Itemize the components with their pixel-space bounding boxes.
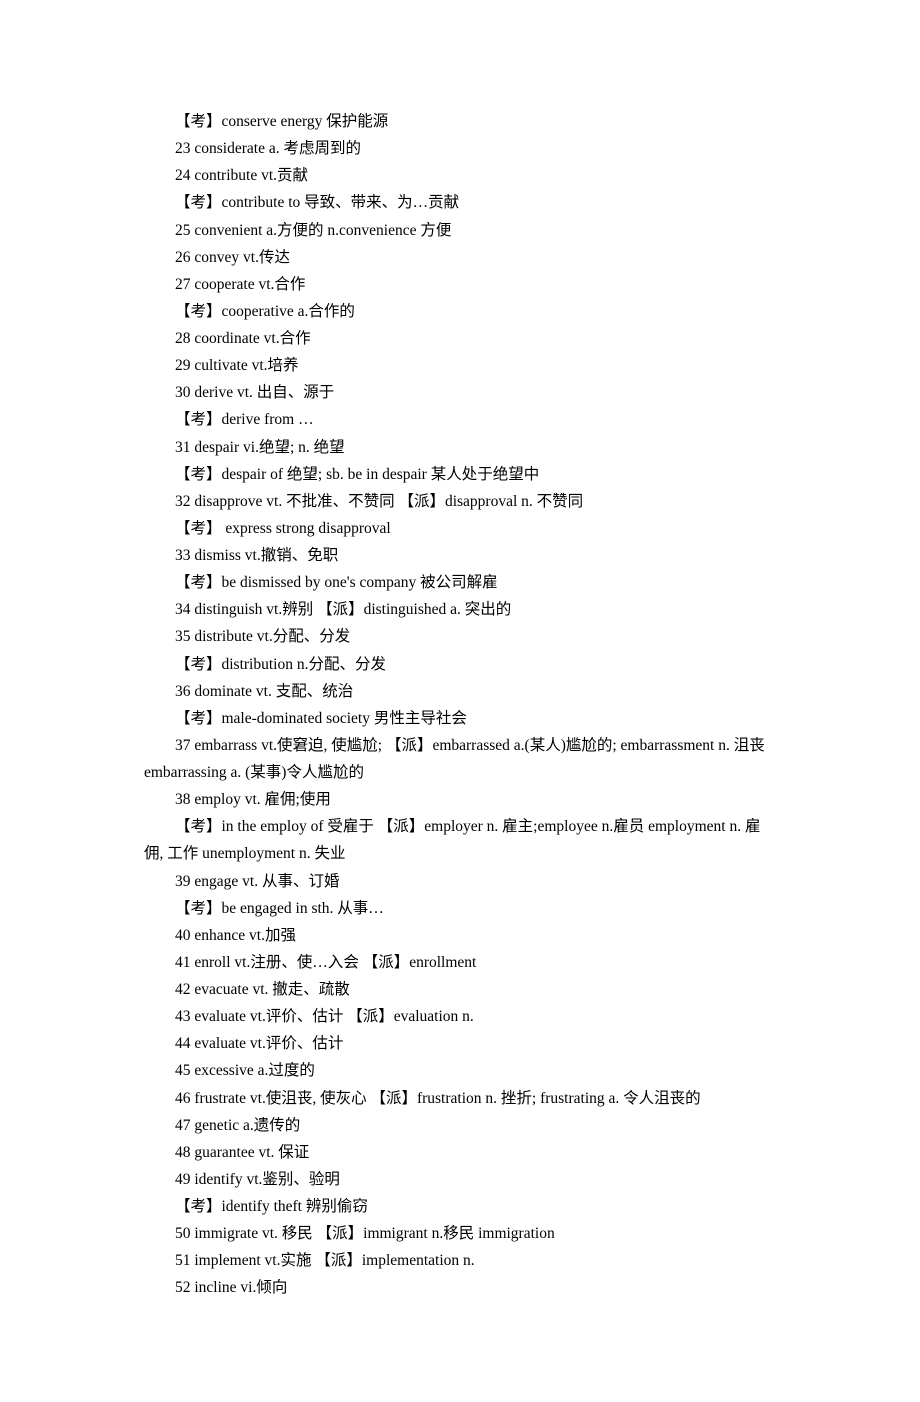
vocab-line: 29 cultivate vt.培养	[144, 352, 776, 379]
vocab-line: 【考】contribute to 导致、带来、为…贡献	[144, 189, 776, 216]
vocab-line: 37 embarrass vt.使窘迫, 使尴尬; 【派】embarrassed…	[144, 732, 776, 786]
vocab-line: 31 despair vi.绝望; n. 绝望	[144, 434, 776, 461]
vocab-line: 34 distinguish vt.辨别 【派】distinguished a.…	[144, 596, 776, 623]
vocab-line: 38 employ vt. 雇佣;使用	[144, 786, 776, 813]
vocab-line: 45 excessive a.过度的	[144, 1057, 776, 1084]
vocab-line: 35 distribute vt.分配、分发	[144, 623, 776, 650]
vocab-line: 39 engage vt. 从事、订婚	[144, 868, 776, 895]
vocab-line: 【考】despair of 绝望; sb. be in despair 某人处于…	[144, 461, 776, 488]
vocab-line: 【考】male-dominated society 男性主导社会	[144, 705, 776, 732]
vocab-line: 50 immigrate vt. 移民 【派】immigrant n.移民 im…	[144, 1220, 776, 1247]
vocab-line: 【考】in the employ of 受雇于 【派】employer n. 雇…	[144, 813, 776, 867]
vocab-line: 48 guarantee vt. 保证	[144, 1139, 776, 1166]
vocab-line: 49 identify vt.鉴别、验明	[144, 1166, 776, 1193]
vocab-line: 【考】cooperative a.合作的	[144, 298, 776, 325]
vocab-line: 26 convey vt.传达	[144, 244, 776, 271]
vocab-line: 30 derive vt. 出自、源于	[144, 379, 776, 406]
vocab-line: 【考】 express strong disapproval	[144, 515, 776, 542]
vocab-line: 【考】be dismissed by one's company 被公司解雇	[144, 569, 776, 596]
vocab-line: 32 disapprove vt. 不批准、不赞同 【派】disapproval…	[144, 488, 776, 515]
vocab-line: 25 convenient a.方便的 n.convenience 方便	[144, 217, 776, 244]
vocab-line: 23 considerate a. 考虑周到的	[144, 135, 776, 162]
vocab-line: 47 genetic a.遗传的	[144, 1112, 776, 1139]
vocab-line: 42 evacuate vt. 撤走、疏散	[144, 976, 776, 1003]
vocab-line: 44 evaluate vt.评价、估计	[144, 1030, 776, 1057]
vocab-line: 51 implement vt.实施 【派】implementation n.	[144, 1247, 776, 1274]
vocab-line: 33 dismiss vt.撤销、免职	[144, 542, 776, 569]
vocab-line: 【考】be engaged in sth. 从事…	[144, 895, 776, 922]
vocab-line: 41 enroll vt.注册、使…入会 【派】enrollment	[144, 949, 776, 976]
vocab-line: 【考】derive from …	[144, 406, 776, 433]
vocab-line: 【考】identify theft 辨别偷窃	[144, 1193, 776, 1220]
vocab-line: 24 contribute vt.贡献	[144, 162, 776, 189]
vocab-line: 46 frustrate vt.使沮丧, 使灰心 【派】frustration …	[144, 1085, 776, 1112]
vocab-line: 28 coordinate vt.合作	[144, 325, 776, 352]
document-page: 【考】conserve energy 保护能源 23 considerate a…	[0, 0, 920, 1402]
vocab-line: 43 evaluate vt.评价、估计 【派】evaluation n.	[144, 1003, 776, 1030]
vocab-line: 52 incline vi.倾向	[144, 1274, 776, 1301]
vocab-line: 40 enhance vt.加强	[144, 922, 776, 949]
vocab-line: 【考】conserve energy 保护能源	[144, 108, 776, 135]
vocab-line: 27 cooperate vt.合作	[144, 271, 776, 298]
vocab-line: 36 dominate vt. 支配、统治	[144, 678, 776, 705]
vocab-line: 【考】distribution n.分配、分发	[144, 651, 776, 678]
